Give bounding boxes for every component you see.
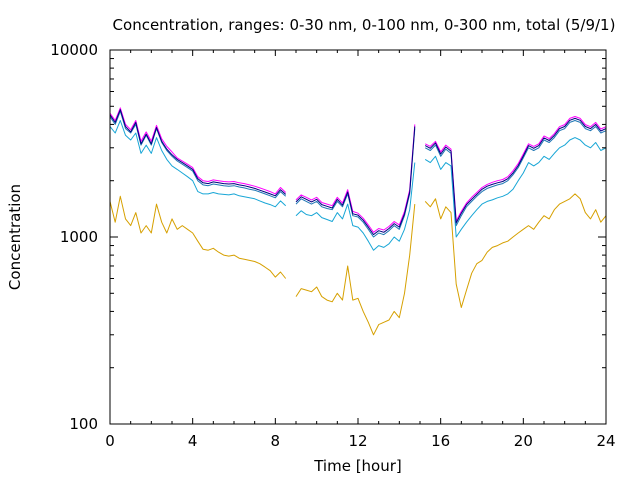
x-axis-label: Time [hour] bbox=[313, 457, 402, 475]
series-group bbox=[109, 107, 607, 336]
x-tick-label: 0 bbox=[105, 432, 115, 450]
chart-title: Concentration, ranges: 0-30 nm, 0-100 nm… bbox=[113, 16, 616, 34]
series-line-1 bbox=[109, 193, 607, 336]
x-tick-label: 12 bbox=[348, 432, 367, 450]
y-tick-label: 10000 bbox=[50, 41, 98, 59]
series-line-2 bbox=[109, 120, 607, 251]
y-tick-label: 1000 bbox=[60, 228, 98, 246]
x-tick-label: 4 bbox=[188, 432, 198, 450]
x-axis: 0 4 8 12 16 20 24 bbox=[105, 50, 616, 450]
x-tick-label: 20 bbox=[514, 432, 533, 450]
x-tick-label: 8 bbox=[271, 432, 281, 450]
series-line-5 bbox=[109, 109, 607, 236]
y-axis: 100 1000 10000 bbox=[50, 41, 606, 433]
plot-frame bbox=[109, 49, 607, 425]
y-axis-label: Concentration bbox=[6, 184, 24, 290]
series-line-4 bbox=[109, 107, 607, 233]
x-tick-label: 24 bbox=[596, 432, 615, 450]
x-tick-label: 16 bbox=[431, 432, 450, 450]
y-tick-label: 100 bbox=[69, 415, 98, 433]
